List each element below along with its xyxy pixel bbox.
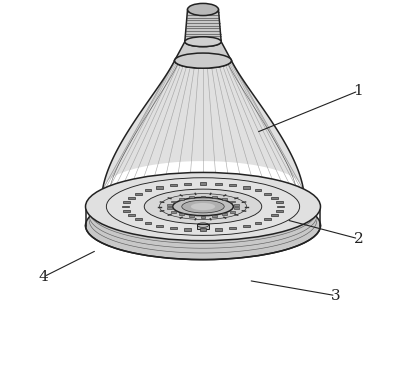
FancyBboxPatch shape xyxy=(271,197,277,199)
FancyBboxPatch shape xyxy=(229,227,236,229)
FancyBboxPatch shape xyxy=(271,215,277,216)
Ellipse shape xyxy=(144,189,261,224)
Text: 1: 1 xyxy=(353,84,362,98)
FancyBboxPatch shape xyxy=(222,198,227,200)
FancyBboxPatch shape xyxy=(275,201,282,203)
FancyBboxPatch shape xyxy=(222,213,227,215)
FancyBboxPatch shape xyxy=(264,218,271,221)
Ellipse shape xyxy=(106,178,299,235)
Polygon shape xyxy=(184,9,221,42)
Polygon shape xyxy=(174,42,231,61)
Polygon shape xyxy=(102,53,303,190)
Ellipse shape xyxy=(187,3,218,16)
FancyBboxPatch shape xyxy=(212,196,217,198)
FancyBboxPatch shape xyxy=(166,204,172,206)
FancyBboxPatch shape xyxy=(212,215,217,217)
Ellipse shape xyxy=(184,37,221,47)
Ellipse shape xyxy=(172,197,233,216)
FancyBboxPatch shape xyxy=(254,222,261,224)
FancyBboxPatch shape xyxy=(229,200,234,202)
Text: 2: 2 xyxy=(353,232,362,246)
Ellipse shape xyxy=(181,200,224,213)
Text: 3: 3 xyxy=(330,289,340,302)
FancyBboxPatch shape xyxy=(197,224,208,229)
FancyBboxPatch shape xyxy=(254,189,261,191)
FancyBboxPatch shape xyxy=(128,197,134,199)
FancyBboxPatch shape xyxy=(242,186,249,188)
FancyBboxPatch shape xyxy=(144,222,151,224)
Ellipse shape xyxy=(190,203,215,210)
Ellipse shape xyxy=(174,53,231,68)
FancyBboxPatch shape xyxy=(123,201,130,203)
Ellipse shape xyxy=(159,194,246,219)
FancyBboxPatch shape xyxy=(200,196,205,197)
Ellipse shape xyxy=(85,172,320,241)
FancyBboxPatch shape xyxy=(242,225,249,227)
FancyBboxPatch shape xyxy=(214,228,221,230)
FancyBboxPatch shape xyxy=(169,227,176,229)
FancyBboxPatch shape xyxy=(178,213,183,215)
FancyBboxPatch shape xyxy=(178,198,183,200)
FancyBboxPatch shape xyxy=(233,207,239,209)
FancyBboxPatch shape xyxy=(166,207,172,209)
FancyBboxPatch shape xyxy=(184,183,191,185)
FancyBboxPatch shape xyxy=(200,216,205,218)
FancyBboxPatch shape xyxy=(171,200,176,202)
FancyBboxPatch shape xyxy=(122,206,128,207)
FancyBboxPatch shape xyxy=(233,204,239,206)
FancyBboxPatch shape xyxy=(214,183,221,185)
FancyBboxPatch shape xyxy=(156,225,163,227)
FancyBboxPatch shape xyxy=(134,193,141,195)
FancyBboxPatch shape xyxy=(144,189,151,191)
Text: 4: 4 xyxy=(39,270,49,283)
FancyBboxPatch shape xyxy=(277,206,283,207)
Ellipse shape xyxy=(85,191,320,260)
FancyBboxPatch shape xyxy=(134,218,141,221)
FancyBboxPatch shape xyxy=(169,184,176,186)
FancyBboxPatch shape xyxy=(171,211,176,213)
FancyBboxPatch shape xyxy=(188,215,193,217)
FancyBboxPatch shape xyxy=(128,215,134,216)
FancyBboxPatch shape xyxy=(184,228,191,230)
FancyBboxPatch shape xyxy=(199,182,206,185)
FancyBboxPatch shape xyxy=(123,210,130,212)
FancyBboxPatch shape xyxy=(229,184,236,186)
FancyBboxPatch shape xyxy=(229,211,234,213)
FancyBboxPatch shape xyxy=(264,193,271,195)
Ellipse shape xyxy=(184,37,221,47)
FancyBboxPatch shape xyxy=(199,228,206,231)
FancyBboxPatch shape xyxy=(156,186,163,188)
FancyBboxPatch shape xyxy=(275,210,282,212)
Ellipse shape xyxy=(174,53,231,68)
FancyBboxPatch shape xyxy=(188,196,193,198)
